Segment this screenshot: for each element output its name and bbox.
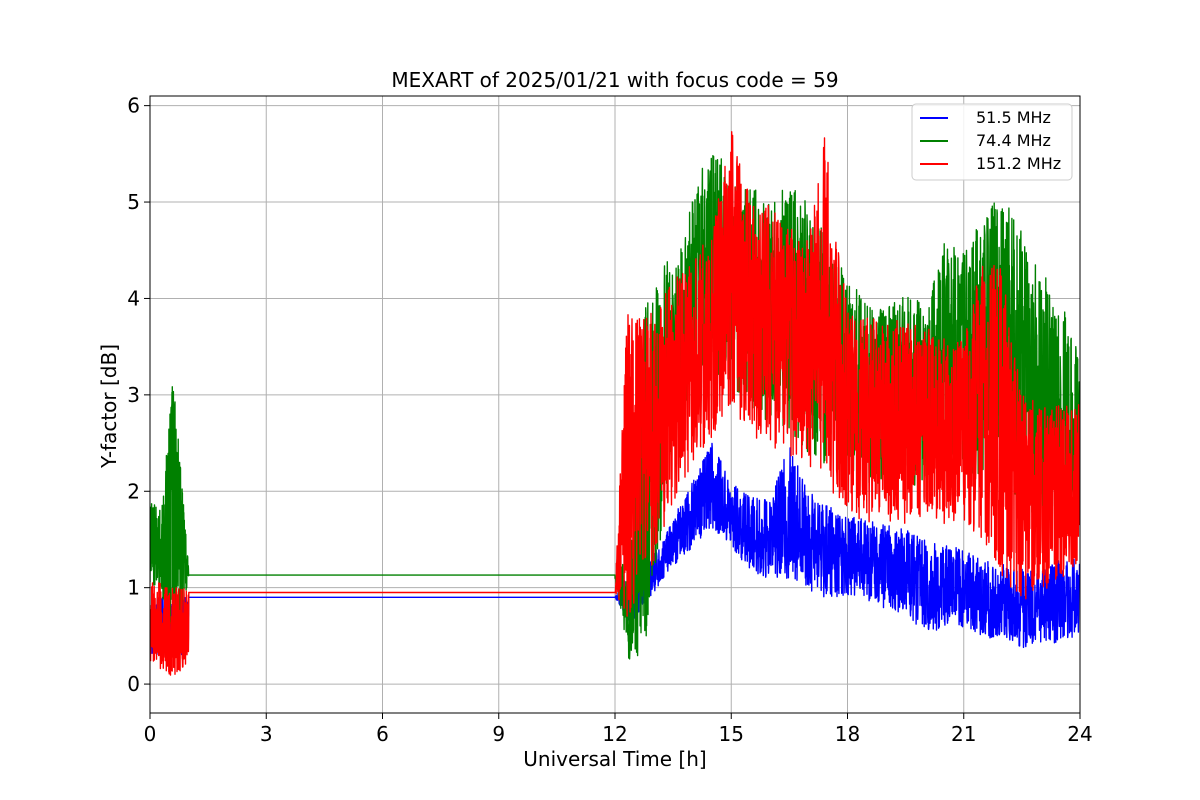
y-tick-label: 1 [127,576,140,600]
x-tick-label: 24 [1067,722,1092,746]
x-tick-label: 12 [602,722,627,746]
x-tick-label: 3 [260,722,273,746]
legend: 51.5 MHz 74.4 MHz 151.2 MHz [911,103,1073,181]
y-axis-label: Y-factor [dB] [97,344,121,469]
series-layer [150,131,1080,676]
x-tick-label: 18 [835,722,860,746]
y-tick-label: 3 [127,383,140,407]
y-tick-label: 5 [127,190,140,214]
y-tick-label: 2 [127,479,140,503]
series-clip-group [150,131,1080,676]
chart-title: MEXART of 2025/01/21 with focus code = 5… [391,68,838,92]
series-line-151-2-mhz [150,131,1080,676]
x-tick-label: 0 [144,722,157,746]
x-tick-label: 15 [719,722,744,746]
legend-label: 51.5 MHz [976,108,1051,127]
legend-box [911,103,1073,181]
y-tick-label: 4 [127,286,140,310]
y-tick-label: 0 [127,672,140,696]
y-tick-label: 6 [127,94,140,118]
legend-label: 151.2 MHz [976,154,1061,173]
x-tick-label: 6 [376,722,389,746]
x-tick-label: 21 [951,722,976,746]
x-axis-label: Universal Time [h] [523,747,706,771]
legend-label: 74.4 MHz [976,131,1051,150]
x-tick-label: 9 [492,722,505,746]
